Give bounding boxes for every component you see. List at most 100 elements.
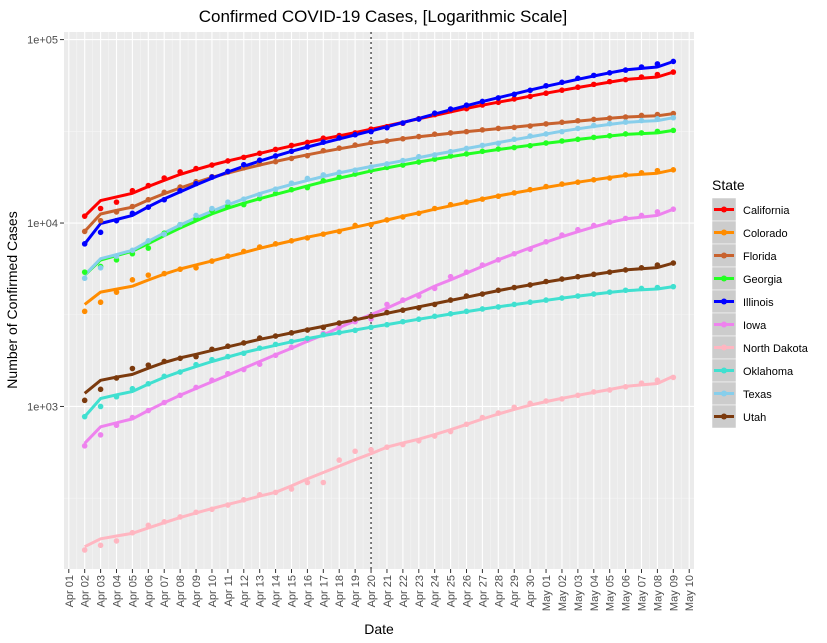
x-tick-label: May 05 <box>605 575 617 611</box>
data-point <box>225 168 231 175</box>
data-point <box>209 258 215 264</box>
data-point <box>256 345 263 351</box>
data-point <box>145 196 152 203</box>
data-point <box>590 222 597 229</box>
legend-key-point <box>721 344 727 351</box>
data-point <box>575 117 581 124</box>
data-point <box>670 167 677 173</box>
data-point <box>463 102 470 108</box>
x-tick-label: Apr 30 <box>525 575 537 607</box>
data-point <box>590 389 597 395</box>
data-point <box>463 128 470 135</box>
x-tick-label: Apr 28 <box>493 575 505 607</box>
data-point <box>97 205 104 212</box>
data-point <box>81 241 88 247</box>
x-tick-label: Apr 17 <box>318 575 330 607</box>
data-point <box>256 195 263 202</box>
x-tick-label: Apr 10 <box>207 575 219 607</box>
data-point <box>400 214 406 220</box>
data-point <box>336 457 343 463</box>
data-point <box>97 229 104 236</box>
data-point <box>495 125 502 132</box>
data-point <box>352 142 358 148</box>
legend-label: Texas <box>743 389 772 401</box>
data-point <box>527 142 533 149</box>
data-point <box>177 369 183 375</box>
data-point <box>113 217 120 224</box>
data-point <box>511 404 518 411</box>
data-point <box>463 145 470 152</box>
x-tick-label: Apr 20 <box>366 575 378 607</box>
data-point <box>304 175 311 182</box>
data-point <box>272 146 279 153</box>
x-tick-label: May 03 <box>573 575 585 611</box>
data-point <box>272 341 279 348</box>
data-point <box>654 209 661 215</box>
data-point <box>400 318 406 325</box>
data-point <box>447 130 454 136</box>
data-point <box>81 443 88 449</box>
data-point <box>193 361 199 368</box>
data-point <box>622 172 629 178</box>
data-point <box>606 387 613 393</box>
data-point <box>81 269 88 275</box>
data-point <box>193 180 199 187</box>
legend-label: California <box>743 205 790 217</box>
data-point <box>288 148 295 155</box>
data-point <box>320 231 327 237</box>
x-tick-label: Apr 12 <box>239 575 251 607</box>
data-point <box>527 133 533 139</box>
data-point <box>320 147 327 154</box>
data-point <box>415 305 422 311</box>
data-point <box>575 75 581 82</box>
data-point <box>129 277 136 283</box>
data-point <box>145 407 152 414</box>
data-point <box>225 370 231 377</box>
data-point <box>638 169 645 176</box>
data-point <box>431 313 438 320</box>
data-point <box>304 152 311 159</box>
data-point <box>495 193 502 200</box>
data-point <box>368 221 374 228</box>
data-point <box>240 350 247 357</box>
data-point <box>415 316 422 323</box>
data-point <box>145 238 152 244</box>
data-point <box>670 127 677 134</box>
data-point <box>495 257 502 263</box>
x-tick-label: Apr 09 <box>191 575 203 607</box>
data-point <box>288 338 295 345</box>
data-point <box>447 311 454 317</box>
data-point <box>400 297 406 303</box>
data-point <box>225 253 231 259</box>
data-point <box>256 491 263 498</box>
data-point <box>288 330 295 336</box>
data-point <box>320 139 327 145</box>
data-point <box>288 486 295 492</box>
data-point <box>352 131 358 138</box>
data-point <box>209 377 215 384</box>
y-axis: 1e+03 1e+04 1e+05 <box>27 35 64 413</box>
x-tick-label: Apr 23 <box>414 575 426 607</box>
data-point <box>304 184 311 191</box>
data-point <box>511 96 518 102</box>
minor-gridlines <box>64 32 694 569</box>
data-point <box>320 479 327 486</box>
x-tick-label: Apr 19 <box>350 575 362 607</box>
data-point <box>511 136 518 143</box>
data-point <box>527 93 533 100</box>
data-point <box>622 287 629 294</box>
data-point <box>463 308 470 315</box>
data-point <box>240 496 247 503</box>
data-point <box>527 246 533 252</box>
data-point <box>590 122 597 129</box>
data-point <box>543 121 549 127</box>
data-point <box>209 205 215 212</box>
data-point <box>225 203 231 210</box>
data-point <box>113 538 120 544</box>
data-point <box>447 273 454 280</box>
data-point <box>415 133 422 140</box>
x-axis-title: Date <box>364 621 394 637</box>
data-point <box>670 110 677 117</box>
data-point <box>129 414 136 421</box>
data-point <box>81 308 88 315</box>
